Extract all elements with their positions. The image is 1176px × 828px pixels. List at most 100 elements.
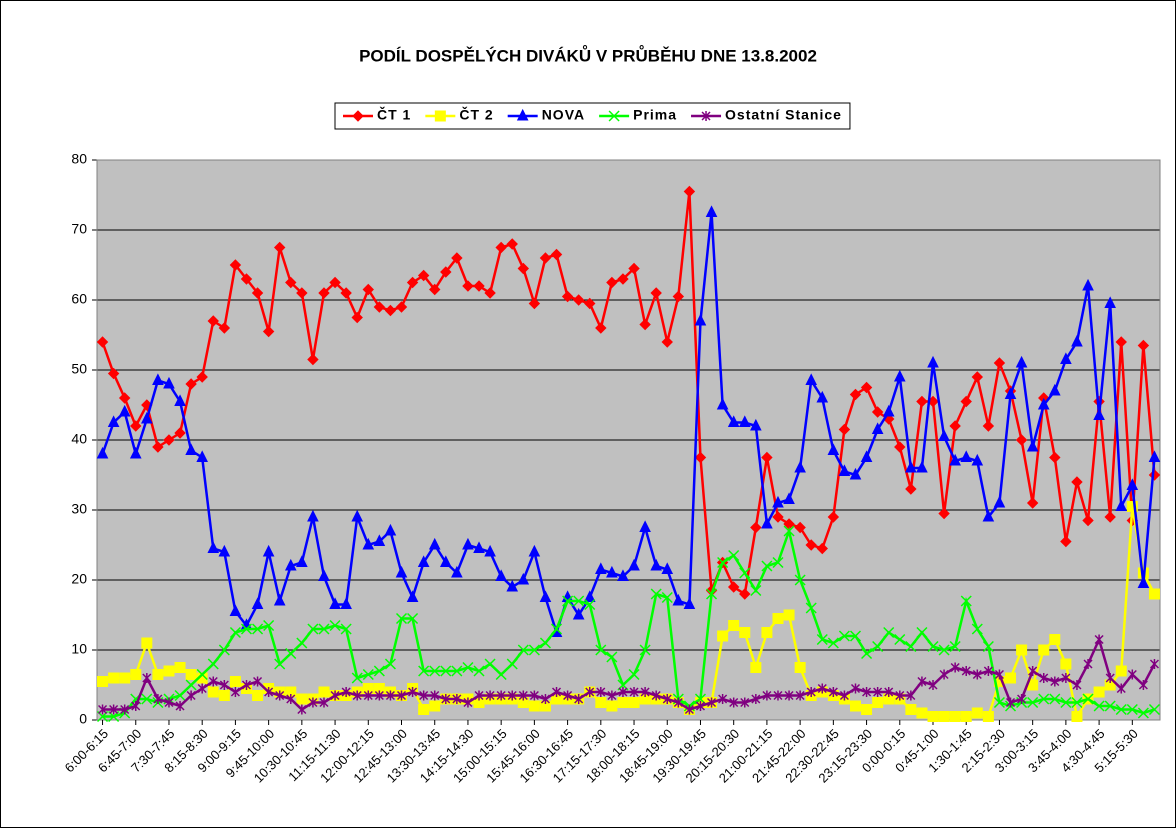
marker: [596, 687, 606, 697]
marker: [727, 415, 740, 427]
marker: [672, 290, 685, 303]
marker: [528, 700, 540, 712]
marker: [628, 668, 640, 681]
marker: [584, 598, 596, 611]
marker: [1072, 680, 1082, 690]
marker: [274, 658, 286, 670]
marker: [108, 672, 120, 684]
chart-title: PODÍL DOSPĚLÝCH DIVÁKŮ V PRŮBĚHU DNE 13.…: [359, 45, 817, 65]
marker: [795, 690, 805, 701]
marker: [373, 534, 386, 546]
marker: [384, 304, 397, 317]
marker: [396, 690, 407, 701]
marker: [827, 637, 839, 649]
marker: [906, 690, 916, 701]
marker: [949, 640, 961, 653]
marker: [783, 492, 795, 504]
marker: [163, 434, 175, 446]
marker: [1071, 696, 1083, 709]
marker: [994, 669, 1004, 680]
marker: [185, 378, 197, 390]
marker: [240, 623, 253, 635]
marker: [561, 290, 574, 303]
marker: [506, 579, 519, 592]
marker: [97, 676, 109, 687]
marker: [152, 669, 164, 680]
marker: [574, 694, 584, 704]
marker: [849, 388, 862, 401]
marker: [1116, 683, 1126, 694]
marker: [1039, 673, 1049, 683]
marker: [1016, 644, 1028, 656]
marker: [882, 404, 895, 417]
marker: [185, 679, 197, 691]
marker: [1026, 439, 1039, 452]
marker: [938, 429, 950, 441]
marker: [585, 687, 595, 697]
marker: [307, 353, 319, 366]
marker: [96, 446, 109, 459]
marker: [883, 626, 895, 639]
marker: [119, 672, 131, 684]
series: [97, 525, 1160, 723]
marker: [794, 521, 806, 534]
y-tick-label: 0: [79, 711, 87, 727]
marker: [273, 593, 286, 606]
marker: [762, 690, 772, 701]
marker: [330, 690, 340, 701]
marker: [1061, 673, 1071, 683]
marker: [993, 696, 1005, 709]
marker: [662, 694, 672, 704]
marker: [153, 694, 163, 704]
y-tick-label: 60: [71, 291, 87, 307]
marker: [1071, 711, 1083, 722]
marker: [650, 287, 662, 299]
marker: [373, 301, 386, 313]
marker: [229, 676, 241, 687]
marker: [528, 644, 540, 656]
marker: [262, 325, 275, 338]
marker: [441, 694, 451, 704]
marker: [794, 574, 806, 586]
marker: [406, 590, 419, 602]
marker: [1005, 697, 1016, 708]
marker: [1115, 703, 1127, 716]
y-tick-label: 10: [71, 641, 87, 657]
marker: [895, 690, 905, 701]
marker: [927, 640, 939, 653]
marker: [761, 451, 773, 464]
y-tick-label: 70: [71, 221, 87, 237]
marker: [750, 418, 762, 431]
marker: [529, 690, 539, 701]
marker: [1049, 383, 1061, 396]
marker: [838, 630, 850, 642]
marker: [417, 269, 430, 282]
marker: [905, 640, 917, 653]
marker: [1005, 672, 1017, 684]
marker: [451, 665, 463, 677]
marker: [1126, 703, 1138, 716]
marker: [551, 687, 562, 697]
marker: [329, 619, 341, 632]
marker: [1027, 696, 1039, 709]
marker: [429, 665, 441, 677]
marker: [540, 694, 550, 704]
marker: [373, 665, 385, 677]
marker: [196, 450, 209, 462]
marker: [827, 443, 840, 455]
marker: [740, 697, 750, 708]
y-tick-label: 20: [71, 571, 87, 587]
marker: [196, 668, 208, 681]
y-tick-label: 80: [71, 151, 87, 167]
marker: [418, 704, 430, 715]
marker: [1137, 339, 1150, 352]
marker: [1017, 694, 1027, 704]
marker: [772, 511, 784, 523]
marker: [262, 544, 275, 557]
marker: [1138, 680, 1148, 690]
marker: [329, 276, 341, 289]
marker: [1050, 676, 1060, 687]
marker: [473, 541, 485, 553]
marker: [860, 381, 873, 394]
